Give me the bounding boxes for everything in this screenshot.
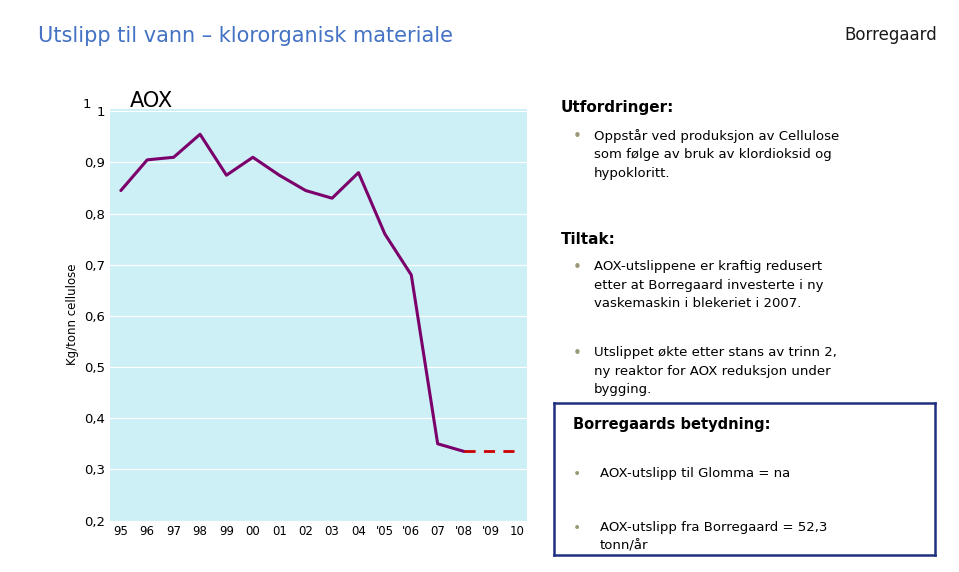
Text: AOX-utslipp fra Borregaard = 52,3
tonn/år: AOX-utslipp fra Borregaard = 52,3 tonn/å… (600, 522, 828, 553)
Text: Tiltak:: Tiltak: (561, 232, 616, 247)
Text: •: • (573, 260, 581, 275)
Text: Borregaards betydning:: Borregaards betydning: (573, 417, 771, 432)
Text: AOX-utslipp til Glomma = na: AOX-utslipp til Glomma = na (600, 467, 790, 480)
Y-axis label: Kg/tonn cellulose: Kg/tonn cellulose (66, 264, 79, 366)
Text: Borregaard: Borregaard (844, 26, 937, 43)
Text: •: • (573, 467, 581, 481)
Text: Utslipp til vann – klororganisk materiale: Utslipp til vann – klororganisk material… (38, 26, 454, 46)
Text: Utfordringer:: Utfordringer: (561, 100, 674, 115)
Text: •: • (573, 129, 581, 144)
Text: Utslippet økte etter stans av trinn 2,
ny reaktor for AOX reduksjon under
byggin: Utslippet økte etter stans av trinn 2, n… (594, 346, 836, 396)
Text: •: • (573, 522, 581, 535)
Text: AOX: AOX (129, 91, 173, 111)
Text: •: • (573, 346, 581, 361)
Text: 1: 1 (82, 98, 91, 111)
Text: Oppstår ved produksjon av Cellulose
som følge av bruk av klordioksid og
hypoklor: Oppstår ved produksjon av Cellulose som … (594, 129, 839, 180)
Text: AOX-utslippene er kraftig redusert
etter at Borregaard investerte i ny
vaskemask: AOX-utslippene er kraftig redusert etter… (594, 260, 823, 310)
